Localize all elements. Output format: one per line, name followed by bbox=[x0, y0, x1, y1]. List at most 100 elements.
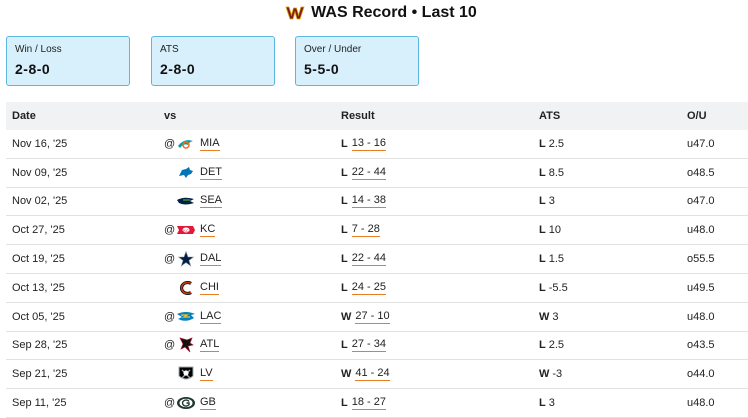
page-header: WAS Record • Last 10 bbox=[0, 0, 748, 26]
result-wl: L bbox=[341, 281, 348, 294]
falcons-logo-icon bbox=[176, 337, 196, 353]
away-indicator: @ bbox=[164, 310, 176, 323]
opponent-link[interactable]: DAL bbox=[200, 252, 222, 267]
ou-value: u48.0 bbox=[687, 224, 715, 237]
ats-wl: L bbox=[539, 195, 546, 208]
stat-label: ATS bbox=[160, 44, 179, 55]
result-wl: L bbox=[341, 397, 348, 410]
opponent-cell: @ KC KC bbox=[164, 216, 284, 244]
commanders-logo-icon bbox=[285, 5, 305, 21]
ats-wl: L bbox=[539, 166, 546, 179]
opponent-cell: DET bbox=[164, 159, 284, 187]
game-date: Nov 02, '25 bbox=[12, 195, 68, 208]
page-title: WAS Record • Last 10 bbox=[311, 4, 477, 21]
score-link[interactable]: 14 - 38 bbox=[351, 194, 386, 209]
away-indicator: @ bbox=[164, 339, 176, 352]
result-cell: L 18 - 27 bbox=[341, 396, 386, 411]
svg-text:KC: KC bbox=[183, 228, 189, 233]
away-indicator: @ bbox=[164, 137, 176, 150]
away-indicator: @ bbox=[164, 253, 176, 266]
ats-cell: L 10 bbox=[539, 224, 561, 236]
ou-value: u48.0 bbox=[687, 397, 715, 410]
ats-line: 1.5 bbox=[548, 253, 565, 266]
result-wl: L bbox=[341, 253, 348, 266]
ats-wl: W bbox=[539, 310, 550, 323]
score-link[interactable]: 7 - 28 bbox=[351, 223, 380, 238]
away-indicator: @ bbox=[164, 224, 176, 237]
table-row: Oct 13, '25 CHI L 24 - 25 L -5.5 u49.5 bbox=[6, 274, 748, 303]
game-date: Nov 16, '25 bbox=[12, 137, 68, 150]
stat-value: 2-8-0 bbox=[160, 61, 196, 77]
game-date: Oct 19, '25 bbox=[12, 253, 65, 266]
packers-logo-icon bbox=[176, 395, 196, 411]
result-cell: W 27 - 10 bbox=[341, 310, 390, 324]
ats-cell: L 2.5 bbox=[539, 339, 564, 351]
game-date: Sep 28, '25 bbox=[12, 339, 68, 352]
ats-card: ATS 2-8-0 bbox=[151, 36, 275, 86]
win-loss-card: Win / Loss 2-8-0 bbox=[6, 36, 130, 86]
table-header: Date vs Result ATS O/U bbox=[6, 102, 748, 130]
ou-value: u47.0 bbox=[687, 137, 715, 150]
bears-logo-icon bbox=[176, 280, 196, 296]
ats-cell: L 2.5 bbox=[539, 138, 564, 150]
result-wl: L bbox=[341, 224, 348, 237]
opponent-cell: @ MIA bbox=[164, 130, 284, 158]
ats-wl: L bbox=[539, 339, 546, 352]
ats-cell: L 1.5 bbox=[539, 253, 564, 265]
column-header-ats: ATS bbox=[539, 110, 561, 122]
game-date: Sep 11, '25 bbox=[12, 397, 67, 410]
opponent-link[interactable]: GB bbox=[200, 396, 216, 411]
score-link[interactable]: 22 - 44 bbox=[351, 165, 386, 180]
result-cell: L 22 - 44 bbox=[341, 252, 386, 267]
chiefs-logo-icon: KC bbox=[176, 222, 196, 238]
result-wl: L bbox=[341, 195, 348, 208]
cowboys-logo-icon bbox=[176, 251, 196, 267]
stat-label: Win / Loss bbox=[15, 44, 62, 55]
opponent-link[interactable]: MIA bbox=[200, 136, 220, 151]
score-link[interactable]: 13 - 16 bbox=[351, 136, 386, 151]
opponent-link[interactable]: ATL bbox=[200, 338, 220, 353]
result-cell: L 22 - 44 bbox=[341, 166, 386, 180]
opponent-link[interactable]: SEA bbox=[200, 194, 223, 209]
column-header-ou: O/U bbox=[687, 110, 707, 122]
game-date: Nov 09, '25 bbox=[12, 166, 68, 179]
ats-line: 3 bbox=[548, 397, 555, 410]
score-link[interactable]: 24 - 25 bbox=[351, 280, 386, 295]
game-date: Oct 13, '25 bbox=[12, 281, 65, 294]
table-row: Oct 27, '25 @ KC KC L 7 - 28 L 10 u48.0 bbox=[6, 216, 748, 246]
stat-value: 2-8-0 bbox=[15, 61, 51, 77]
over-under-card: Over / Under 5-5-0 bbox=[295, 36, 419, 86]
ou-value: o48.5 bbox=[687, 166, 715, 179]
table-row: Nov 16, '25 @ MIA L 13 - 16 L 2.5 u47.0 bbox=[6, 130, 748, 159]
opponent-link[interactable]: LAC bbox=[200, 309, 222, 324]
opponent-link[interactable]: DET bbox=[200, 165, 222, 180]
stat-label: Over / Under bbox=[304, 44, 362, 55]
record-table: Date vs Result ATS O/U Nov 16, '25 @ MIA… bbox=[6, 102, 748, 418]
ou-value: o55.5 bbox=[687, 253, 715, 266]
dolphins-logo-icon bbox=[176, 136, 196, 152]
score-link[interactable]: 27 - 10 bbox=[355, 309, 390, 324]
opponent-link[interactable]: CHI bbox=[200, 280, 219, 295]
opponent-link[interactable]: KC bbox=[200, 223, 216, 238]
score-link[interactable]: 27 - 34 bbox=[351, 338, 386, 353]
ou-value: u48.0 bbox=[687, 310, 715, 323]
opponent-cell: @ DAL bbox=[164, 245, 284, 273]
ats-wl: L bbox=[539, 137, 546, 150]
ats-wl: L bbox=[539, 253, 546, 266]
score-link[interactable]: 18 - 27 bbox=[351, 396, 386, 411]
result-wl: L bbox=[341, 166, 348, 179]
away-indicator: @ bbox=[164, 397, 176, 410]
game-date: Sep 21, '25 bbox=[12, 368, 68, 381]
score-link[interactable]: 41 - 24 bbox=[355, 367, 390, 382]
score-link[interactable]: 22 - 44 bbox=[351, 252, 386, 267]
result-wl: W bbox=[341, 310, 352, 323]
ats-cell: L 8.5 bbox=[539, 167, 564, 179]
ats-line: 2.5 bbox=[548, 339, 565, 352]
opponent-link[interactable]: LV bbox=[200, 367, 213, 382]
ou-value: o44.0 bbox=[687, 368, 715, 381]
result-cell: L 24 - 25 bbox=[341, 281, 386, 295]
